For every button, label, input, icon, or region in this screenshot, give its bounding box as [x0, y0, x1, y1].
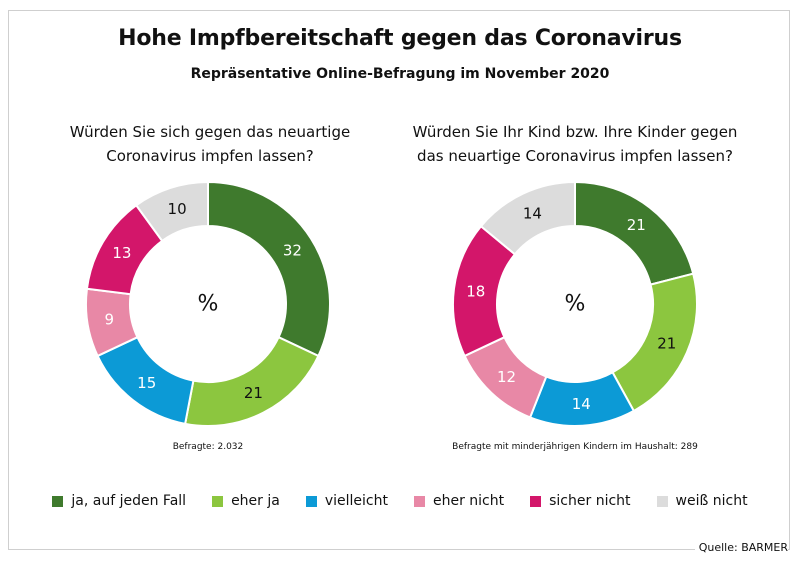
value-label-weiss-nicht: 10 — [168, 200, 187, 218]
question-right-line-1: Würden Sie Ihr Kind bzw. Ihre Kinder geg… — [412, 123, 738, 141]
legend-item-vielleicht: vielleicht — [305, 493, 388, 509]
legend: ja, auf jeden Fall eher ja vielleicht eher … — [0, 493, 800, 509]
value-label-sicher-nicht: 18 — [466, 282, 485, 300]
slice-weiss-nicht — [134, 180, 209, 243]
center-unit-label: % — [565, 292, 586, 317]
legend-swatch — [413, 495, 425, 507]
legend-item-eher-ja: eher ja — [212, 493, 280, 509]
question-left: Würden Sie sich gegen das neuartige Coro… — [40, 120, 380, 168]
slice-ja-auf-jeden-fall — [207, 180, 331, 358]
question-left-line-2: Coronavirus impfen lassen? — [106, 147, 314, 165]
legend-swatch — [530, 495, 542, 507]
chart-frame — [8, 10, 790, 550]
question-right: Würden Sie Ihr Kind bzw. Ihre Kinder geg… — [405, 120, 745, 168]
value-label-eher-nicht: 9 — [104, 311, 114, 329]
legend-label: eher ja — [231, 493, 280, 509]
respondents-note-left: Befragte: 2.032 — [172, 442, 244, 452]
value-label-eher-ja: 21 — [244, 384, 263, 402]
question-right-line-2: das neuartige Coronavirus impfen lassen? — [417, 147, 733, 165]
slice-eher-ja — [611, 272, 698, 413]
chart-subtitle: Repräsentative Online-Befragung im Novem… — [190, 66, 610, 82]
source-label: Quelle: BARMER — [694, 541, 788, 554]
legend-swatch — [305, 495, 317, 507]
value-label-eher-ja: 21 — [657, 335, 676, 353]
legend-item-sicher-nicht: sicher nicht — [530, 493, 631, 509]
value-label-vielleicht: 15 — [137, 374, 156, 392]
question-left-line-1: Würden Sie sich gegen das neuartige — [69, 123, 351, 141]
legend-label: weiß nicht — [675, 493, 748, 509]
donut-chart-left: 32 21 15 9 13 10% — [85, 180, 331, 427]
legend-item-eher-nicht: eher nicht — [413, 493, 505, 509]
legend-label: ja, auf jeden Fall — [71, 493, 187, 509]
value-label-ja-auf-jeden-fall: 32 — [283, 241, 302, 259]
donut-chart-right: 21 21 14 12 18 14% — [452, 180, 698, 427]
slice-weiss-nicht — [479, 180, 576, 256]
legend-swatch — [52, 495, 64, 507]
value-label-weiss-nicht: 14 — [523, 205, 542, 223]
value-label-sicher-nicht: 13 — [112, 244, 131, 262]
legend-item-weiss-nicht: weiß nicht — [656, 493, 748, 509]
legend-label: eher nicht — [432, 493, 505, 509]
legend-label: vielleicht — [324, 493, 388, 509]
chart-title: Hohe Impfbereitschaft gegen das Coronavi… — [118, 26, 682, 51]
slice-eher-ja — [183, 335, 320, 427]
respondents-note-right: Befragte mit minderjährigen Kindern im H… — [452, 442, 698, 452]
value-label-vielleicht: 14 — [572, 395, 591, 413]
value-label-eher-nicht: 12 — [497, 368, 516, 386]
legend-label: sicher nicht — [549, 493, 631, 509]
legend-swatch — [212, 495, 224, 507]
value-label-ja-auf-jeden-fall: 21 — [627, 216, 646, 234]
legend-swatch — [656, 495, 668, 507]
legend-item-ja-auf-jeden-fall: ja, auf jeden Fall — [52, 493, 186, 509]
center-unit-label: % — [198, 292, 219, 317]
